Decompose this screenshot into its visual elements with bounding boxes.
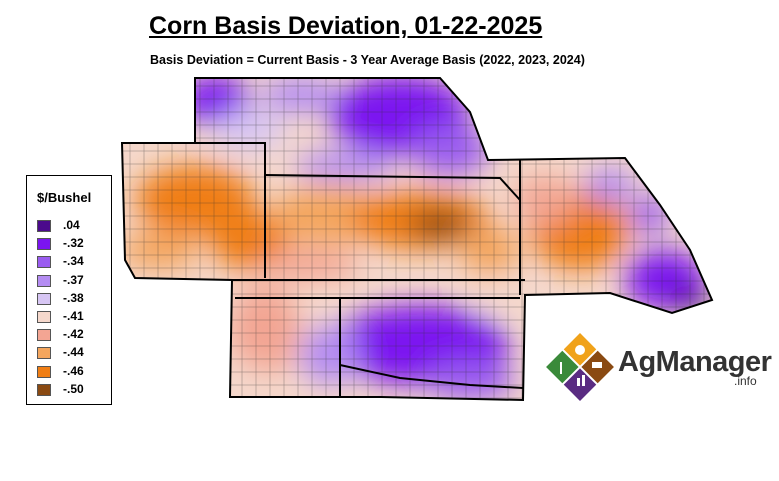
legend-item: .04	[37, 218, 111, 234]
legend-label: -.37	[63, 272, 84, 287]
legend-label: -.46	[63, 363, 84, 378]
agmanager-logo: AgManager .info	[540, 328, 772, 406]
legend-swatch	[37, 347, 51, 360]
map-subtitle: Basis Deviation = Current Basis - 3 Year…	[150, 53, 585, 67]
legend-item: -.34	[37, 254, 111, 270]
legend-label: -.41	[63, 309, 84, 323]
legend-swatch	[37, 238, 51, 251]
state-boundaries	[120, 77, 714, 402]
legend-item: -.46	[37, 364, 111, 380]
legend-item: -.41	[37, 309, 111, 325]
legend-item: -.42	[37, 327, 111, 343]
map-title: Corn Basis Deviation, 01-22-2025	[149, 12, 543, 40]
legend-swatch	[37, 329, 51, 342]
legend-swatch	[37, 311, 51, 323]
legend-swatch	[37, 256, 51, 269]
logo-name: AgManager	[618, 346, 772, 378]
legend-label: -.50	[63, 381, 84, 396]
legend-label: -.44	[63, 345, 84, 360]
logo-suffix: .info	[734, 374, 757, 388]
legend-swatch	[37, 292, 51, 305]
legend-item: -.38	[37, 291, 111, 307]
legend-label: -.38	[63, 290, 84, 305]
legend-swatch	[37, 383, 51, 396]
logo-emblem-icon	[546, 333, 614, 401]
legend-item: -.37	[37, 273, 111, 289]
legend-label: -.34	[63, 254, 84, 269]
legend-item: -.50	[37, 382, 111, 398]
legend-label: -.42	[63, 327, 84, 342]
legend-title: $/Bushel	[37, 190, 92, 205]
legend-swatch	[37, 220, 51, 232]
legend-item: -.44	[37, 345, 111, 361]
legend-swatch	[37, 274, 51, 287]
legend-item: -.32	[37, 236, 111, 252]
legend-swatch	[37, 365, 51, 378]
legend: $/Bushel .04 -.32 -.34 -.37 -.38 -.41 -.42 -.44…	[26, 175, 112, 405]
legend-label: .04	[63, 218, 80, 232]
legend-label: -.32	[63, 236, 84, 251]
